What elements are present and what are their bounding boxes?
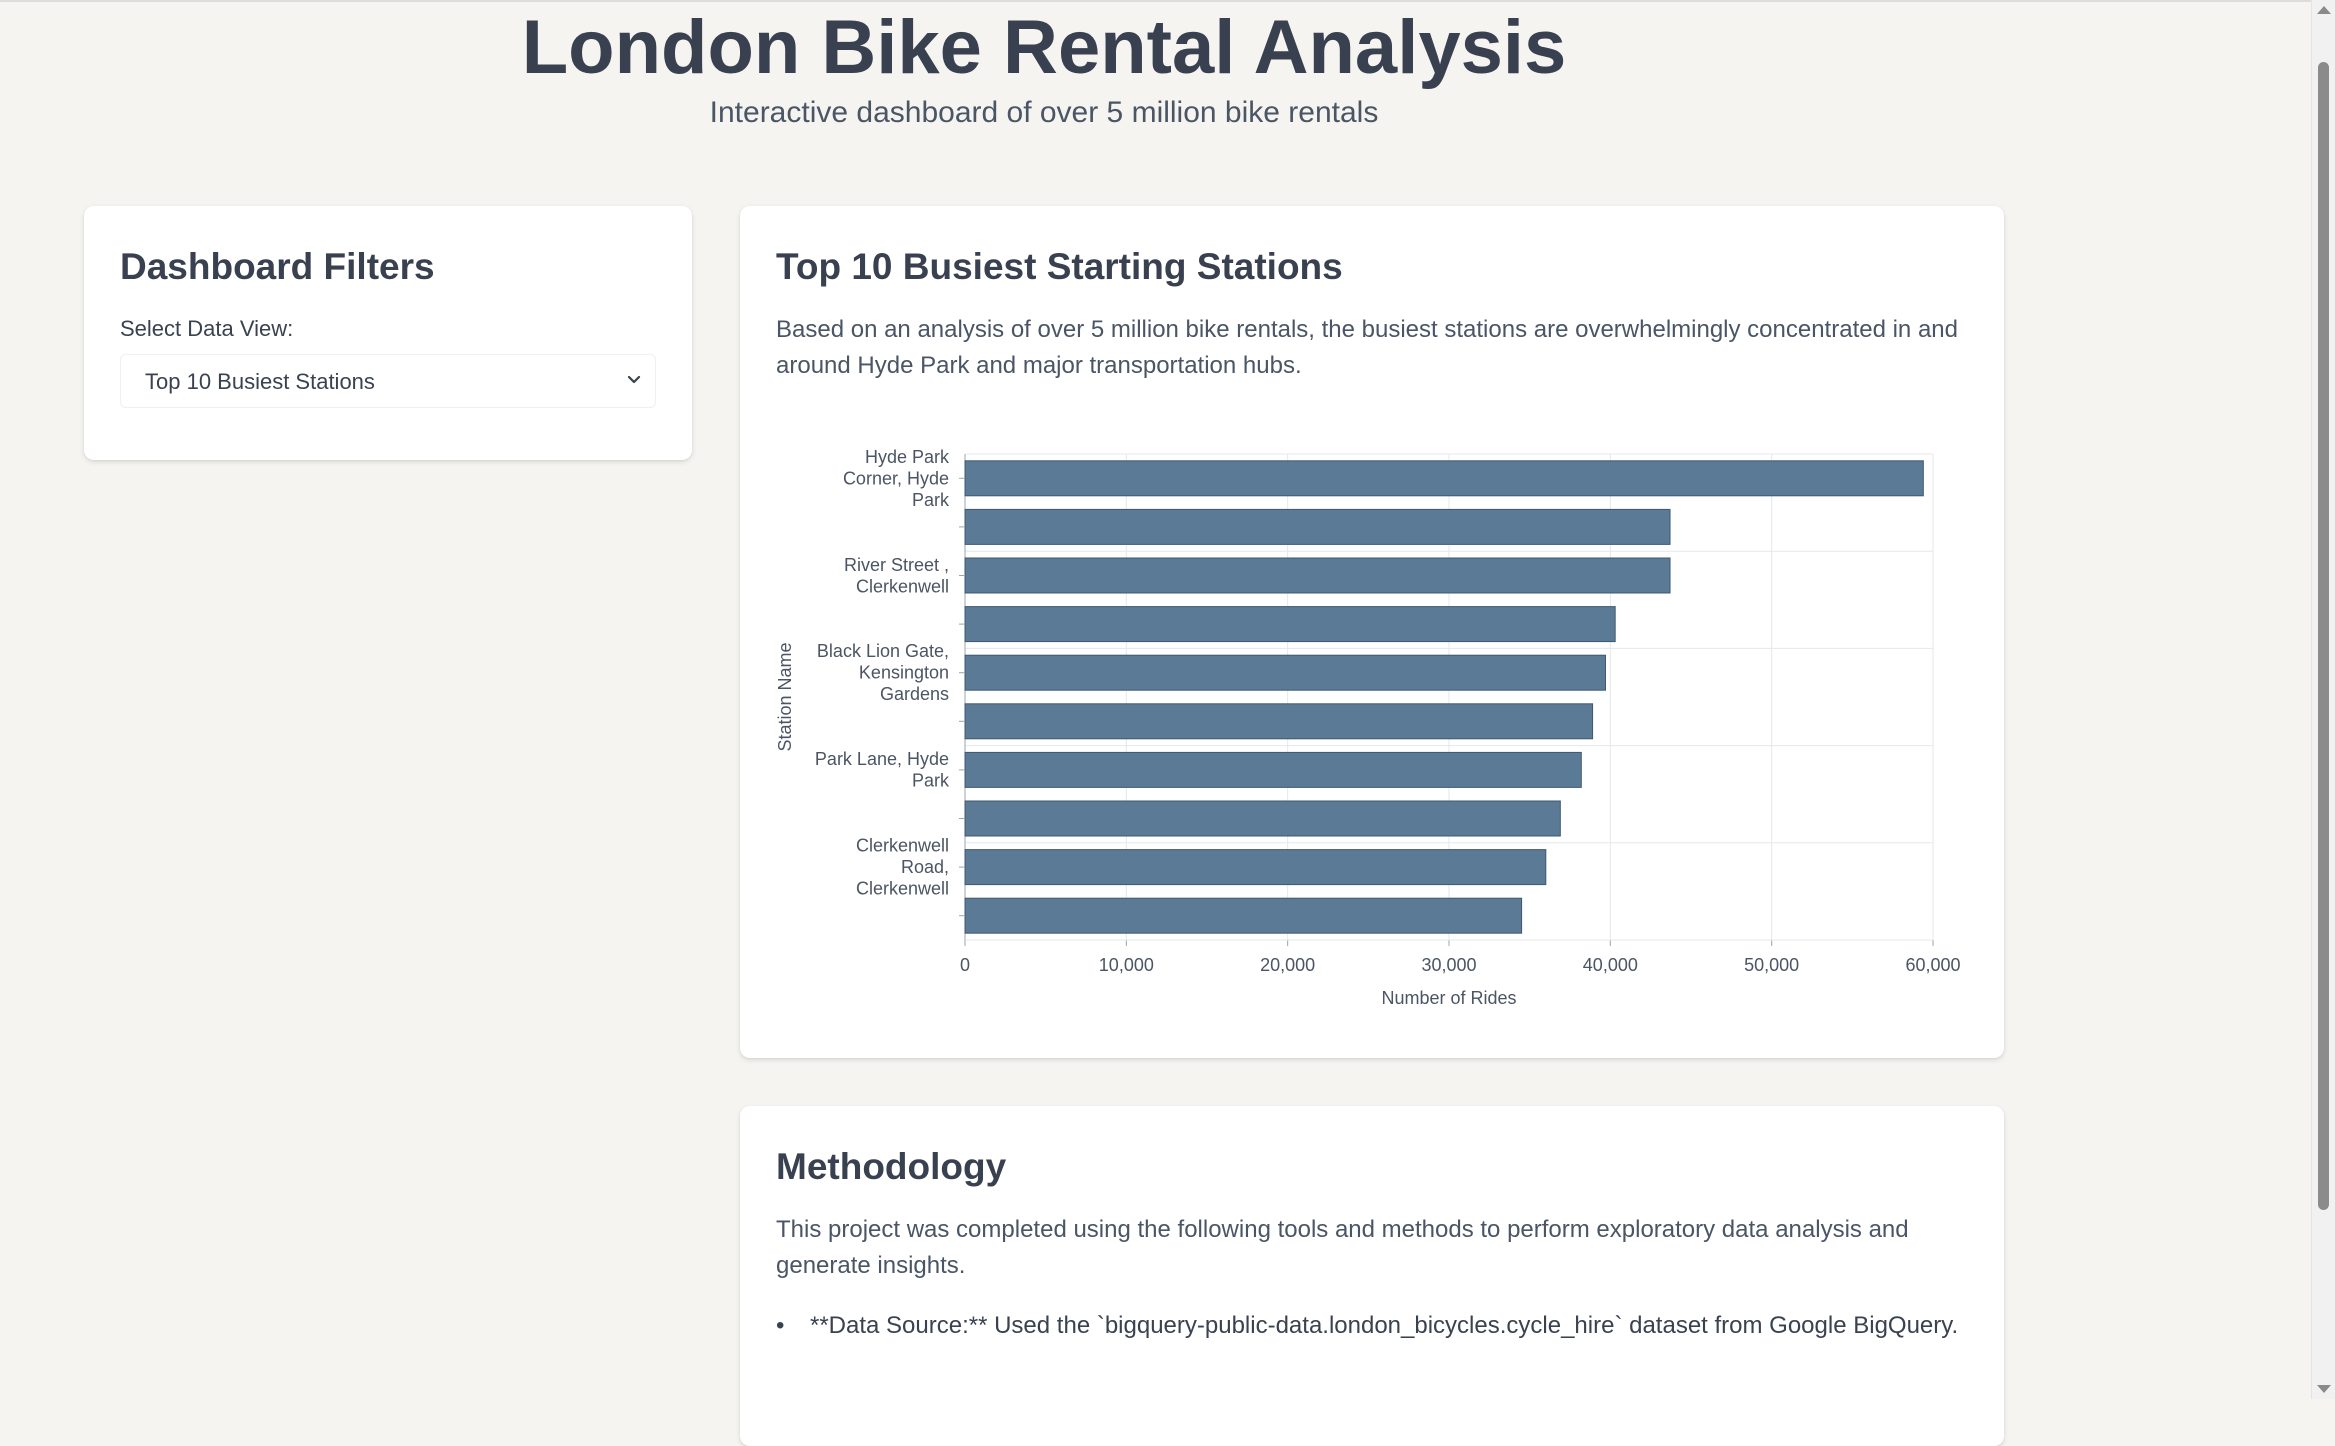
- methodology-card: Methodology This project was completed u…: [740, 1106, 2004, 1446]
- x-tick-label: 60,000: [1905, 955, 1960, 975]
- top-border: [0, 0, 2312, 2]
- bar: [964, 751, 1582, 788]
- y-axis-title: Station Name: [775, 642, 795, 751]
- chart-section-description: Based on an analysis of over 5 million b…: [776, 316, 1958, 379]
- y-tick-label: Clerkenwell Road, Clerkenwell: [856, 836, 949, 899]
- select-data-view-label: Select Data View:: [120, 316, 294, 341]
- scroll-up-arrow-icon[interactable]: [2317, 6, 2331, 14]
- filters-card: Dashboard Filters Select Data View: Top …: [84, 206, 692, 460]
- methodology-item-text: **Data Source:** Used the `bigquery-publ…: [810, 1312, 1959, 1339]
- data-view-selected-value: Top 10 Busiest Stations: [145, 369, 375, 394]
- bar: [964, 460, 1924, 497]
- page-subtitle: Interactive dashboard of over 5 million …: [709, 96, 1379, 129]
- bar-chart: 0 10,000 20,000 30,000 40,000 50,000 60,000 Hyd…: [775, 447, 1961, 1008]
- x-tick-label: 50,000: [1744, 955, 1799, 975]
- bar: [964, 897, 1523, 934]
- y-tick-label: Hyde Park Corner, Hyde Park: [843, 447, 950, 510]
- x-tick-label: 0: [960, 955, 970, 975]
- bar: [964, 654, 1606, 691]
- x-tick-label: 30,000: [1421, 955, 1476, 975]
- x-tick-label: 10,000: [1099, 955, 1154, 975]
- data-view-select[interactable]: Top 10 Busiest Stations: [120, 354, 656, 408]
- bullet-icon: •: [776, 1312, 785, 1339]
- page-title: London Bike Rental Analysis: [521, 5, 1567, 90]
- y-tick-label: Park Lane, Hyde Park: [815, 749, 950, 791]
- bar: [964, 703, 1594, 740]
- bar: [964, 508, 1671, 545]
- y-tick-label: Black Lion Gate, Kensington Gardens: [817, 641, 949, 704]
- x-tick-label: 20,000: [1260, 955, 1315, 975]
- y-tick-label: River Street , Clerkenwell: [844, 555, 949, 597]
- filters-title: Dashboard Filters: [120, 246, 435, 287]
- methodology-description: This project was completed using the fol…: [776, 1216, 1909, 1279]
- chart-section-title: Top 10 Busiest Starting Stations: [776, 246, 1343, 287]
- bar: [964, 606, 1616, 643]
- scroll-down-arrow-icon[interactable]: [2317, 1385, 2331, 1393]
- methodology-title: Methodology: [776, 1146, 1007, 1187]
- bar: [964, 800, 1561, 837]
- chart-card: Top 10 Busiest Starting Stations Based o…: [740, 206, 2004, 1058]
- x-tick-label: 40,000: [1583, 955, 1638, 975]
- bar: [964, 557, 1671, 594]
- bar: [964, 849, 1547, 886]
- list-item: • **Data Source:** Used the `bigquery-pub…: [776, 1308, 1976, 1344]
- scrollbar-thumb[interactable]: [2318, 62, 2329, 1210]
- chevron-down-icon: [627, 375, 641, 384]
- methodology-list: • **Data Source:** Used the `bigquery-pub…: [776, 1308, 1976, 1344]
- vertical-scrollbar[interactable]: [2311, 0, 2335, 1399]
- x-axis-title: Number of Rides: [1381, 988, 1516, 1008]
